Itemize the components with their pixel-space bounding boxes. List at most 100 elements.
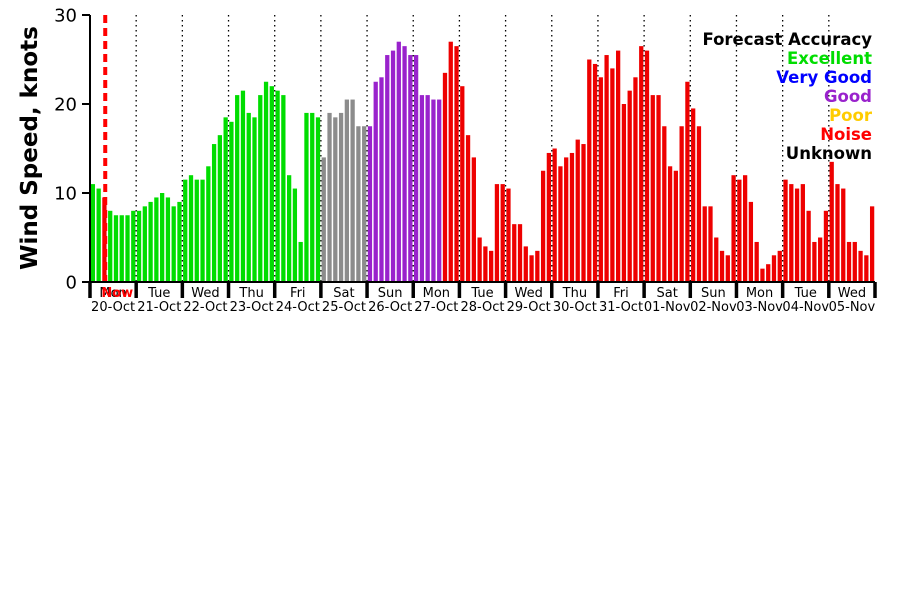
wind-speed-bar bbox=[165, 197, 171, 282]
wind-speed-bar bbox=[650, 95, 655, 282]
wind-speed-bar bbox=[829, 161, 834, 282]
wind-speed-bar bbox=[644, 50, 650, 282]
x-date-label: 01-Nov bbox=[644, 300, 691, 315]
x-date-label: 27-Oct bbox=[414, 300, 458, 315]
x-date-label: 29-Oct bbox=[507, 300, 551, 315]
wind-speed-bar bbox=[846, 241, 852, 282]
wind-speed-bar bbox=[679, 126, 684, 282]
wind-speed-bar bbox=[310, 112, 315, 283]
legend-title: Forecast Accuracy bbox=[702, 30, 872, 49]
wind-speed-bar bbox=[783, 179, 788, 282]
wind-speed-bar bbox=[304, 112, 309, 283]
wind-speed-bar bbox=[627, 90, 632, 283]
wind-speed-bar bbox=[362, 126, 367, 282]
x-weekday-label: Wed bbox=[191, 286, 219, 301]
wind-speed-bar bbox=[333, 117, 338, 282]
wind-speed-bar bbox=[696, 126, 702, 282]
wind-speed-bar bbox=[263, 81, 269, 282]
wind-speed-bar bbox=[841, 188, 846, 282]
wind-speed-bar bbox=[852, 241, 857, 282]
wind-speed-bar bbox=[321, 157, 326, 282]
wind-speed-bar bbox=[812, 241, 817, 282]
wind-speed-bar bbox=[708, 206, 713, 282]
wind-speed-bar bbox=[731, 175, 736, 282]
wind-speed-bar bbox=[131, 210, 136, 282]
wind-speed-bar bbox=[494, 184, 500, 282]
wind-speed-bar bbox=[823, 210, 829, 282]
wind-speed-bar bbox=[564, 157, 569, 282]
wind-speed-bar bbox=[160, 193, 165, 282]
wind-speed-bar bbox=[754, 241, 759, 282]
wind-speed-bar bbox=[714, 237, 719, 282]
wind-speed-bar bbox=[211, 144, 217, 282]
wind-speed-bar bbox=[373, 81, 378, 282]
wind-speed-bar bbox=[96, 188, 101, 282]
wind-speed-bar bbox=[177, 201, 182, 282]
x-date-label: 22-Oct bbox=[183, 300, 227, 315]
wind-speed-bar bbox=[188, 175, 194, 282]
x-date-label: 20-Oct bbox=[91, 300, 135, 315]
legend-entry: Good bbox=[824, 87, 872, 106]
x-date-label: 25-Oct bbox=[322, 300, 366, 315]
x-weekday-label: Mon bbox=[99, 286, 126, 301]
wind-speed-bar bbox=[777, 250, 782, 282]
x-weekday-label: Wed bbox=[838, 286, 866, 301]
wind-speed-bar bbox=[535, 250, 540, 282]
y-tick-label: 20 bbox=[54, 95, 77, 116]
wind-speed-bar bbox=[183, 179, 188, 282]
wind-speed-bar bbox=[737, 179, 742, 282]
wind-speed-bar bbox=[148, 201, 153, 282]
wind-speed-bar bbox=[760, 268, 765, 282]
wind-speed-bar bbox=[835, 184, 840, 282]
wind-speed-bar bbox=[471, 157, 476, 282]
wind-speed-bar bbox=[546, 152, 552, 282]
wind-speed-bar bbox=[742, 175, 748, 282]
wind-speed-bar bbox=[442, 72, 448, 282]
x-date-label: 24-Oct bbox=[276, 300, 320, 315]
wind-speed-bar bbox=[460, 86, 465, 282]
wind-speed-bar bbox=[766, 264, 771, 282]
wind-speed-bar bbox=[667, 166, 673, 282]
wind-speed-bar bbox=[748, 201, 754, 282]
now-label: Now bbox=[101, 286, 133, 301]
wind-speed-bar bbox=[171, 206, 176, 282]
wind-speed-bar bbox=[240, 90, 246, 283]
x-weekday-label: Sun bbox=[378, 286, 403, 301]
wind-speed-bar bbox=[592, 63, 598, 283]
wind-speed-bar bbox=[506, 188, 511, 282]
x-date-label: 04-Nov bbox=[782, 300, 829, 315]
wind-speed-bar bbox=[489, 250, 494, 282]
wind-speed-bar bbox=[633, 77, 638, 282]
wind-speed-bar bbox=[206, 166, 211, 282]
wind-speed-bar bbox=[344, 99, 349, 282]
x-weekday-label: Thu bbox=[238, 286, 263, 301]
wind-speed-bar bbox=[390, 50, 396, 282]
wind-speed-bar bbox=[119, 215, 124, 282]
x-weekday-label: Mon bbox=[746, 286, 773, 301]
y-tick-label: 10 bbox=[54, 184, 77, 205]
wind-speed-bar bbox=[477, 237, 482, 282]
wind-speed-bar bbox=[818, 237, 823, 282]
x-weekday-label: Fri bbox=[290, 286, 306, 301]
wind-speed-bar bbox=[425, 95, 430, 282]
wind-speed-bar bbox=[229, 121, 234, 282]
wind-speed-bar bbox=[246, 112, 251, 283]
x-date-label: 03-Nov bbox=[736, 300, 783, 315]
wind-speed-bar bbox=[327, 112, 332, 283]
wind-speed-bar bbox=[217, 135, 223, 282]
x-date-label: 21-Oct bbox=[137, 300, 181, 315]
wind-speed-bar bbox=[719, 250, 725, 282]
wind-speed-bar bbox=[108, 210, 113, 282]
wind-speed-bar bbox=[431, 99, 436, 282]
wind-speed-bar bbox=[142, 206, 147, 282]
wind-speed-bar bbox=[408, 55, 413, 282]
wind-speed-bar bbox=[413, 55, 419, 282]
wind-speed-bar bbox=[529, 255, 534, 282]
x-weekday-label: Wed bbox=[515, 286, 543, 301]
x-weekday-label: Sun bbox=[701, 286, 726, 301]
wind-speed-bar bbox=[702, 206, 707, 282]
wind-speed-bar bbox=[789, 184, 794, 282]
wind-speed-bar bbox=[604, 55, 609, 282]
wind-speed-bar bbox=[771, 255, 777, 282]
legend-entry: Noise bbox=[820, 125, 872, 144]
